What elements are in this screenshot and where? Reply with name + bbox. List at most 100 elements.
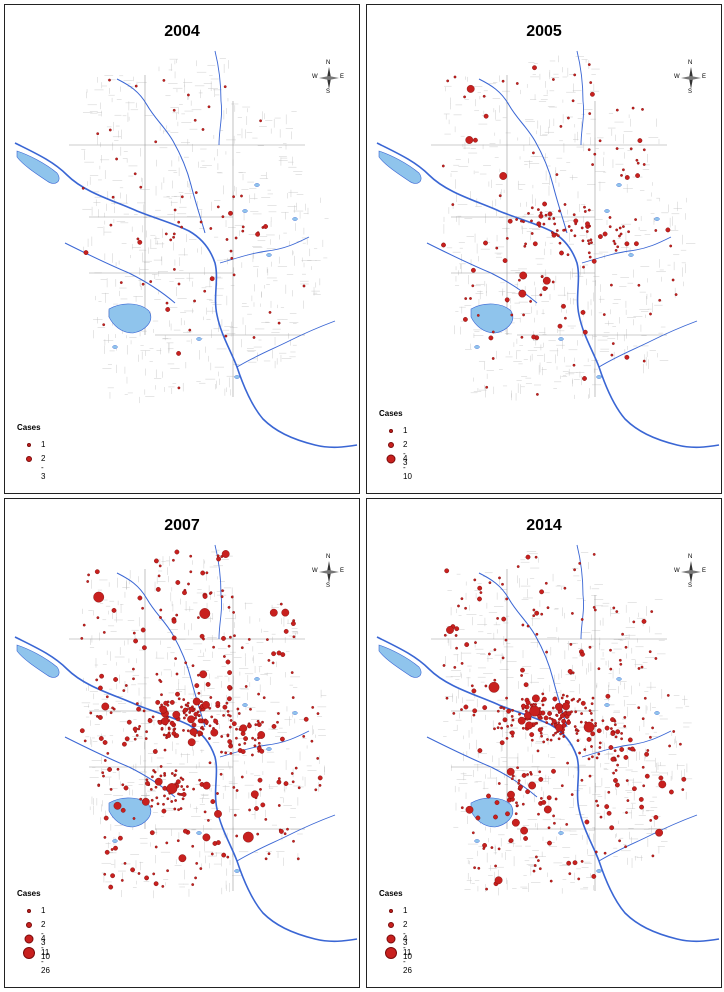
case-dot [248, 808, 252, 812]
case-dot [614, 248, 618, 252]
case-dot [620, 173, 623, 177]
case-dot [477, 596, 482, 602]
case-dot [241, 225, 245, 229]
case-dot [257, 692, 261, 696]
case-dot [516, 766, 520, 770]
case-dot [603, 851, 607, 855]
case-dot [116, 767, 120, 771]
case-dot [590, 731, 596, 737]
case-dot [95, 678, 99, 682]
case-dot [210, 728, 219, 737]
case-dot [646, 749, 650, 752]
case-dot [205, 681, 211, 687]
case-dot [193, 299, 197, 303]
case-dot [189, 570, 193, 574]
case-dot [227, 644, 231, 648]
compass-e: E [340, 74, 345, 80]
pond [616, 183, 622, 187]
case-dot [104, 849, 110, 855]
case-dot [253, 744, 257, 748]
case-dot [184, 661, 188, 665]
case-dot [182, 698, 186, 702]
case-dot [596, 804, 600, 807]
case-dot [561, 303, 566, 309]
case-dot [263, 224, 268, 229]
case-dot [179, 807, 183, 810]
compass-n: N [326, 60, 331, 66]
case-dot [567, 668, 573, 674]
case-dot [230, 595, 234, 599]
case-dot [457, 604, 460, 608]
case-dot [234, 236, 238, 240]
case-dot [186, 93, 190, 97]
case-dot [257, 731, 266, 739]
case-dot [261, 720, 264, 724]
case-dot [174, 769, 178, 773]
pond [654, 711, 660, 715]
case-dot [559, 732, 563, 736]
case-dot [534, 555, 538, 559]
case-dot [180, 225, 184, 229]
case-dot [244, 685, 248, 688]
case-dot [596, 728, 602, 734]
case-dot [529, 770, 533, 774]
case-dot [137, 872, 141, 875]
case-dot [105, 695, 109, 699]
legend-symbol [385, 947, 397, 959]
case-dot [619, 232, 623, 236]
case-dot [531, 334, 537, 340]
case-dot [101, 771, 105, 775]
case-dot [253, 738, 257, 742]
pond [234, 869, 240, 873]
case-dot [655, 828, 663, 837]
case-dot [582, 376, 587, 381]
case-dot [530, 206, 534, 210]
case-dot [257, 777, 263, 783]
case-dot [509, 730, 515, 736]
case-dot [226, 696, 232, 702]
case-dot [505, 597, 509, 601]
case-dot [118, 835, 123, 841]
case-dot [584, 819, 590, 825]
case-dot [581, 239, 585, 243]
case-dot [605, 693, 611, 699]
case-dot [549, 879, 553, 883]
case-dot [681, 776, 687, 782]
case-dot [469, 297, 472, 300]
case-dot [534, 855, 538, 859]
case-dot [132, 817, 136, 820]
case-dot [180, 195, 184, 199]
case-dot [169, 699, 175, 705]
map-2014 [367, 499, 720, 943]
case-dot [488, 652, 491, 656]
case-dot [157, 574, 161, 578]
case-dot [566, 761, 570, 765]
case-dot [517, 278, 521, 282]
case-dot [498, 722, 502, 726]
legend-item: 2 - 3 [379, 438, 407, 467]
case-dot [488, 581, 492, 585]
case-dot [271, 723, 277, 729]
case-dot [455, 646, 459, 650]
case-dot [563, 203, 567, 206]
case-dot [515, 82, 519, 85]
nose-creek [478, 572, 568, 728]
case-dot [540, 275, 544, 278]
case-dot [229, 751, 233, 755]
case-dot [559, 125, 563, 128]
case-dot [559, 250, 564, 256]
case-dot [620, 731, 624, 735]
pond [604, 209, 610, 213]
case-dot [621, 632, 625, 636]
case-dot [153, 881, 159, 887]
case-dot [543, 805, 552, 814]
case-dot [588, 774, 592, 778]
case-dot [189, 727, 198, 736]
case-dot [152, 749, 158, 754]
case-dot [203, 810, 207, 814]
case-dot [463, 316, 468, 322]
case-dot [198, 778, 202, 782]
creek [576, 544, 584, 640]
case-dot [575, 732, 579, 735]
